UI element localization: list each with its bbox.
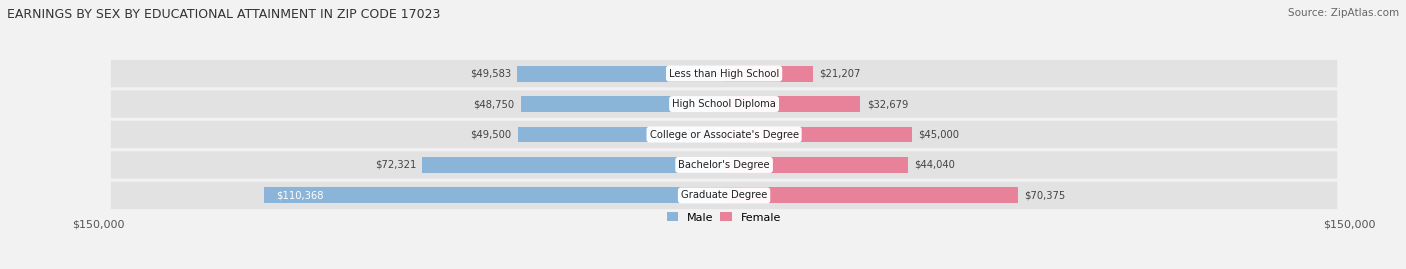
Bar	[422, 157, 724, 173]
Bar	[517, 127, 724, 142]
Bar	[264, 187, 724, 203]
Text: $45,000: $45,000	[918, 129, 959, 140]
Text: $70,375: $70,375	[1024, 190, 1066, 200]
Legend: Male, Female: Male, Female	[668, 212, 780, 222]
FancyBboxPatch shape	[111, 90, 1337, 118]
Text: $110,368: $110,368	[276, 190, 323, 200]
Text: Less than High School: Less than High School	[669, 69, 779, 79]
Text: $49,500: $49,500	[470, 129, 512, 140]
Bar	[724, 127, 911, 142]
FancyBboxPatch shape	[111, 60, 1337, 87]
Text: Bachelor's Degree: Bachelor's Degree	[678, 160, 770, 170]
Text: $48,750: $48,750	[474, 99, 515, 109]
Bar	[724, 157, 908, 173]
FancyBboxPatch shape	[111, 151, 1337, 179]
Text: $44,040: $44,040	[914, 160, 955, 170]
Text: $72,321: $72,321	[375, 160, 416, 170]
Text: Source: ZipAtlas.com: Source: ZipAtlas.com	[1288, 8, 1399, 18]
Bar	[520, 96, 724, 112]
Text: $49,583: $49,583	[470, 69, 510, 79]
Bar	[517, 66, 724, 82]
Bar	[724, 187, 1018, 203]
Text: $21,207: $21,207	[818, 69, 860, 79]
Bar	[724, 96, 860, 112]
Text: College or Associate's Degree: College or Associate's Degree	[650, 129, 799, 140]
Bar	[724, 66, 813, 82]
Text: Graduate Degree: Graduate Degree	[681, 190, 768, 200]
Text: EARNINGS BY SEX BY EDUCATIONAL ATTAINMENT IN ZIP CODE 17023: EARNINGS BY SEX BY EDUCATIONAL ATTAINMEN…	[7, 8, 440, 21]
Text: High School Diploma: High School Diploma	[672, 99, 776, 109]
FancyBboxPatch shape	[111, 121, 1337, 148]
Text: $32,679: $32,679	[866, 99, 908, 109]
FancyBboxPatch shape	[111, 182, 1337, 209]
